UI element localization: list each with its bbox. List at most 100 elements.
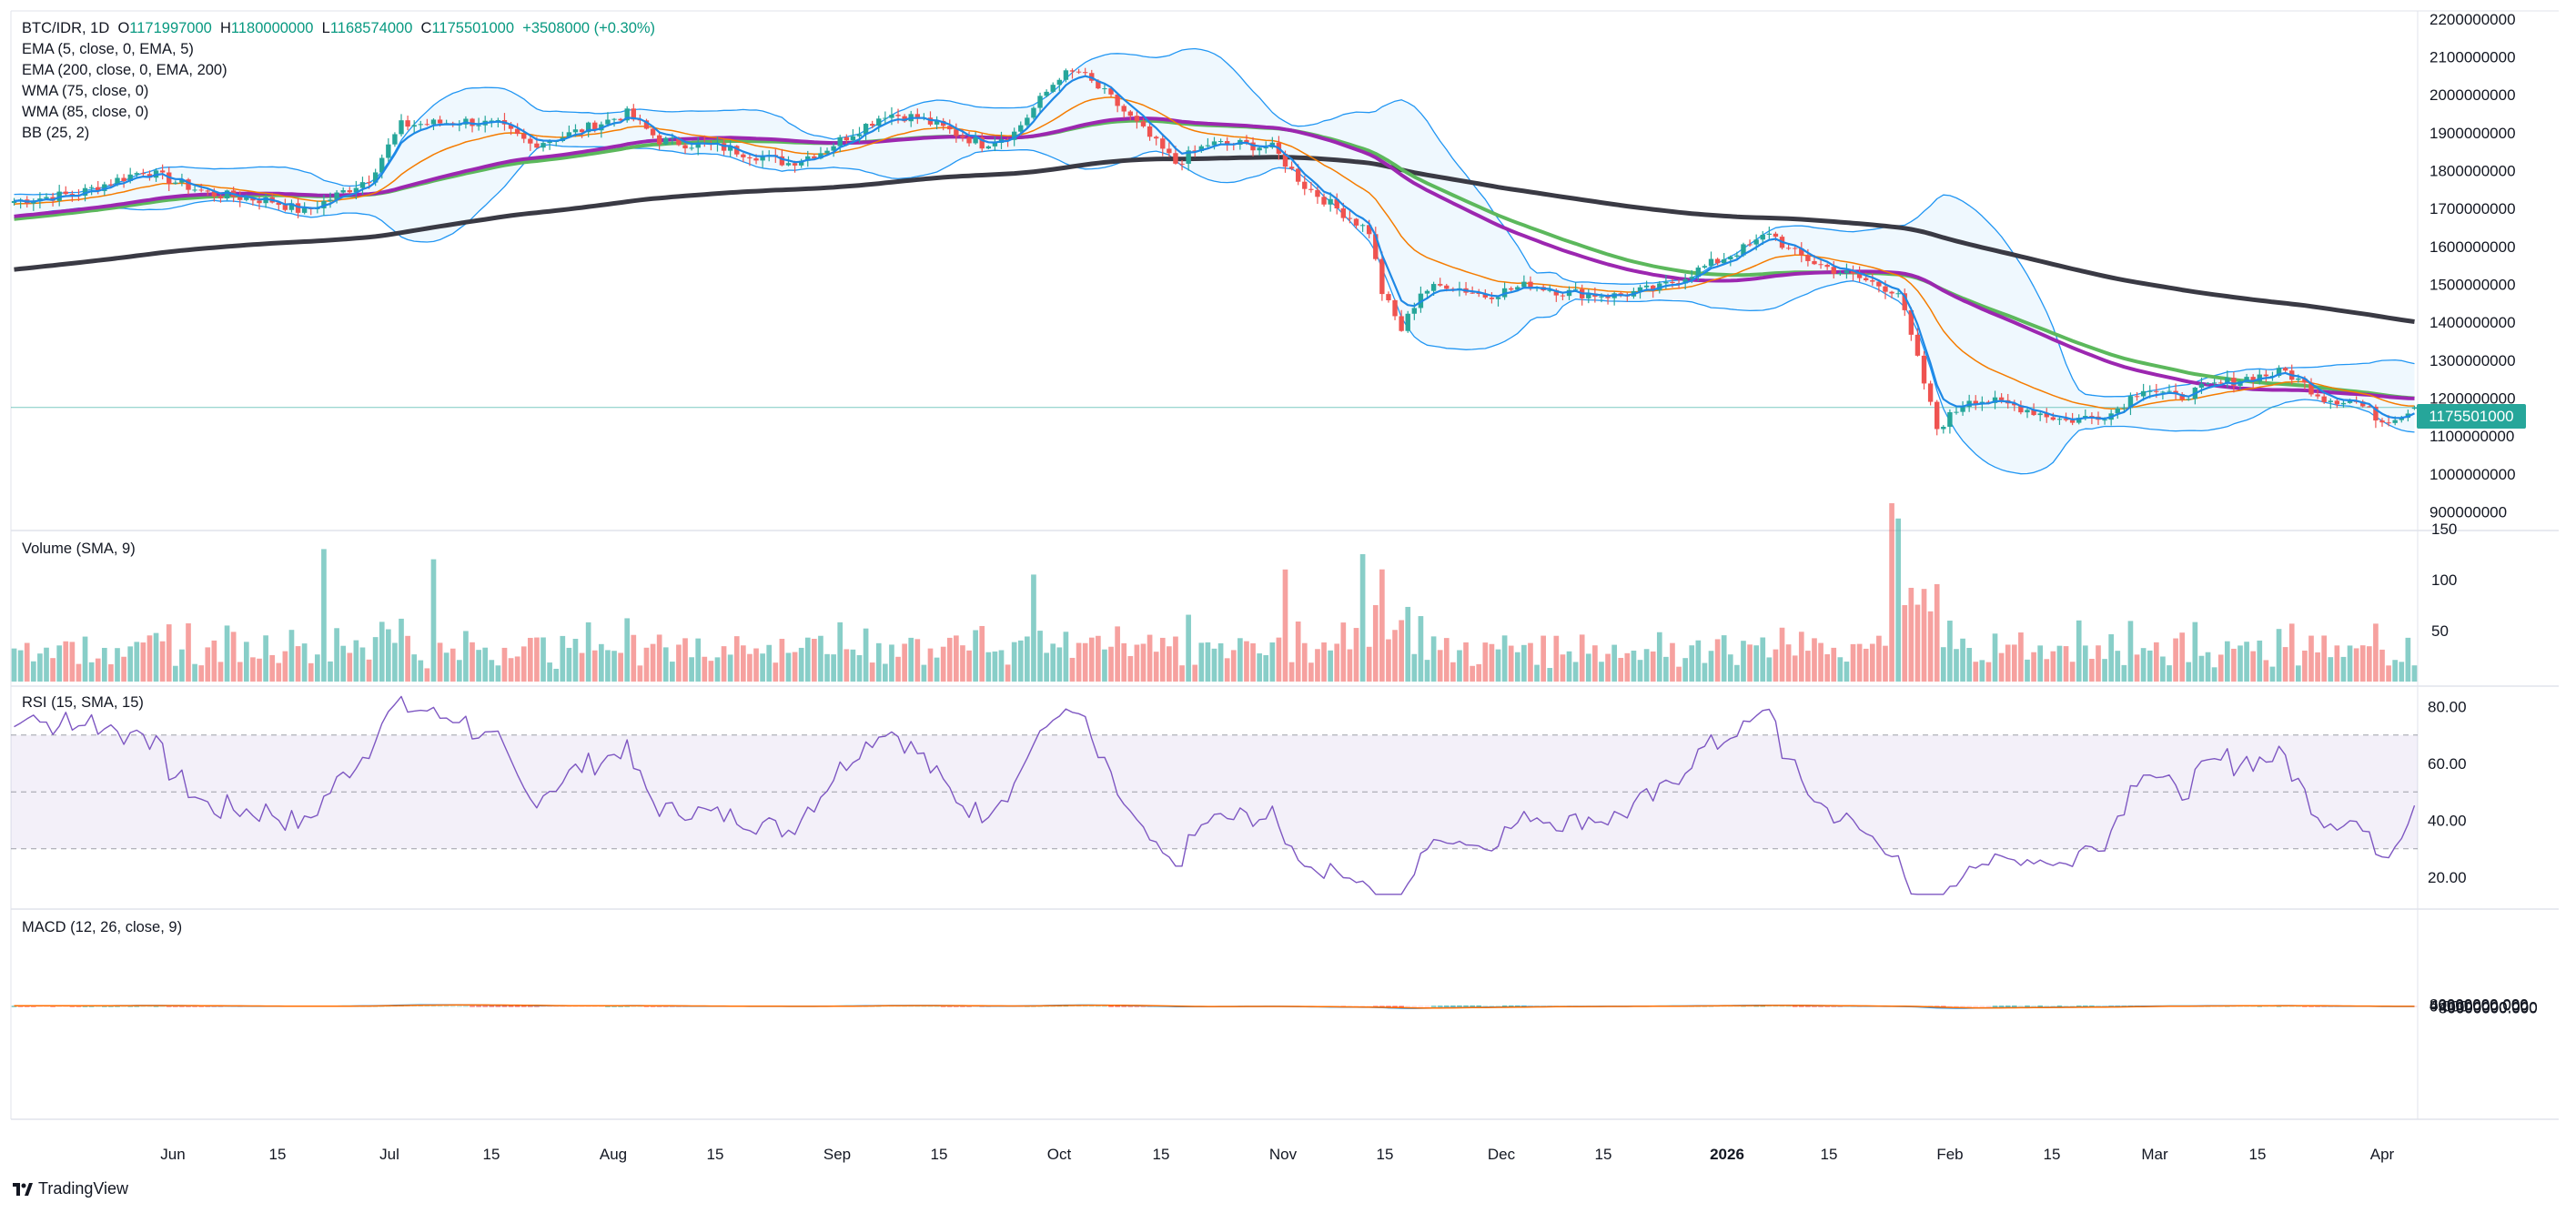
- candle-body: [1508, 288, 1514, 290]
- volume-bar: [424, 668, 430, 682]
- volume-bar: [186, 623, 191, 682]
- candle-body: [2360, 401, 2366, 407]
- volume-bar: [1430, 636, 1437, 682]
- volume-bar: [812, 639, 817, 682]
- candle-body: [1521, 281, 1527, 288]
- candle-body: [1702, 266, 1708, 268]
- bollinger-lower-band: [14, 144, 2415, 475]
- volume-bar: [501, 647, 508, 682]
- candle-body: [1960, 407, 1965, 412]
- macd-histogram-bar: [1115, 1006, 1120, 1007]
- candle-body: [1160, 138, 1166, 149]
- volume-bar: [676, 644, 682, 682]
- candle-body: [1121, 106, 1126, 112]
- volume-bar: [662, 647, 669, 682]
- volume-bar: [1992, 633, 1998, 682]
- rsi-panel-title[interactable]: RSI (15, SMA, 15): [22, 694, 144, 711]
- candle-body: [1334, 198, 1339, 208]
- volume-bar: [2315, 652, 2320, 682]
- candle-body: [205, 190, 210, 192]
- candle-body: [947, 126, 953, 130]
- macd-histogram-bar: [489, 1006, 495, 1007]
- candle-body: [470, 118, 475, 126]
- candle-body: [1760, 234, 1765, 240]
- volume-bar: [889, 644, 894, 682]
- volume-bar: [1566, 651, 1572, 682]
- volume-bar: [95, 658, 101, 682]
- volume-bar: [650, 643, 656, 682]
- candle-body: [1386, 294, 1391, 300]
- candle-body: [2063, 419, 2069, 420]
- candle-body: [572, 129, 579, 133]
- candle-body: [2347, 400, 2353, 403]
- indicator-ema200-label[interactable]: EMA (200, close, 0, EMA, 200): [22, 62, 227, 78]
- macd-panel-title[interactable]: MACD (12, 26, close, 9): [22, 919, 183, 935]
- volume-bar: [1372, 604, 1379, 682]
- volume-bar: [702, 656, 708, 682]
- volume-panel-title[interactable]: Volume (SMA, 9): [22, 541, 136, 557]
- volume-bar: [347, 652, 353, 682]
- volume-bar: [1721, 635, 1727, 682]
- volume-bar: [250, 657, 256, 682]
- indicator-wma85-label[interactable]: WMA (85, close, 0): [22, 104, 149, 120]
- candle-body: [1637, 287, 1643, 291]
- candle-body: [192, 189, 197, 191]
- volume-bar: [1727, 654, 1733, 682]
- indicator-bb-label[interactable]: BB (25, 2): [22, 125, 90, 141]
- macd-histogram-bar: [940, 1006, 946, 1007]
- candle-body: [1799, 248, 1804, 256]
- ohlc-header: BTC/IDR, 1D O1171997000 H1180000000 L116…: [22, 20, 656, 36]
- volume-bar: [269, 654, 276, 682]
- candle-body: [1347, 217, 1353, 219]
- macd-histogram-bar: [495, 1006, 501, 1007]
- candle-body: [2083, 416, 2088, 419]
- tradingview-logo[interactable]: TradingView: [13, 1179, 128, 1198]
- volume-bar: [76, 663, 82, 682]
- macd-histogram-bar: [179, 1006, 185, 1007]
- candle-body: [812, 156, 817, 159]
- candle-body: [1805, 255, 1811, 261]
- candle-body: [173, 182, 178, 184]
- candle-body: [82, 187, 88, 197]
- candle-body: [1018, 125, 1024, 132]
- volume-bar: [2257, 640, 2263, 682]
- candle-body: [1870, 280, 1875, 282]
- candle-body: [1844, 270, 1850, 274]
- candle-body: [127, 174, 133, 181]
- candle-body: [585, 122, 591, 133]
- candle-body: [140, 173, 146, 175]
- volume-bar: [1308, 662, 1314, 682]
- volume-bar: [88, 662, 95, 682]
- volume-bar: [1463, 642, 1469, 682]
- candle-body: [2179, 394, 2185, 399]
- indicator-ema5-label[interactable]: EMA (5, close, 0, EMA, 5): [22, 41, 194, 57]
- volume-bar: [1734, 664, 1740, 682]
- candle-body: [618, 118, 623, 121]
- volume-bar: [721, 646, 727, 682]
- volume-bar: [1476, 663, 1482, 682]
- indicator-wma75-label[interactable]: WMA (75, close, 0): [22, 83, 149, 99]
- candle-body: [424, 124, 430, 126]
- volume-bar: [121, 656, 126, 682]
- candle-body: [1392, 299, 1398, 317]
- volume-bar: [411, 654, 418, 682]
- candle-body: [1566, 289, 1572, 297]
- candle-body: [1005, 139, 1011, 141]
- volume-bar: [869, 662, 875, 682]
- candle-body: [2121, 408, 2127, 409]
- candle-body: [979, 136, 985, 149]
- volume-bar: [1883, 645, 1888, 682]
- volume-bar: [798, 647, 804, 682]
- price-axis-tick: 1700000000: [2430, 200, 2516, 217]
- candle-body: [547, 140, 552, 144]
- volume-bar: [2231, 648, 2237, 682]
- volume-bar: [2328, 657, 2334, 682]
- price-axis-tick: 2100000000: [2430, 48, 2516, 66]
- volume-bar: [1379, 569, 1385, 682]
- candle-body: [805, 156, 811, 161]
- candle-body: [2198, 383, 2205, 389]
- candle-body: [1140, 121, 1147, 126]
- time-axis-tick: 15: [2249, 1146, 2267, 1163]
- volume-bar: [2005, 644, 2011, 682]
